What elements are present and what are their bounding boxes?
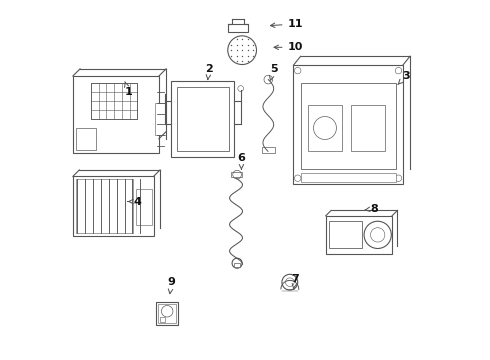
Text: 1: 1 [124,82,132,97]
Text: 4: 4 [128,197,141,207]
Bar [300,173,395,182]
Text: 8: 8 [365,204,378,214]
Bar [234,263,240,267]
Bar [177,87,229,151]
Text: 6: 6 [238,153,245,169]
Bar [136,189,152,225]
Bar [329,221,362,248]
Bar [158,304,176,323]
Text: 3: 3 [398,71,410,85]
Text: 2: 2 [205,64,213,80]
Bar [156,302,178,325]
Bar [73,176,153,235]
Text: 9: 9 [168,277,175,294]
Bar [172,81,234,157]
Bar [155,103,166,135]
Text: 11: 11 [270,19,303,29]
Bar [76,179,133,233]
Bar [231,172,242,177]
Text: 10: 10 [274,42,303,52]
Text: 7: 7 [292,274,299,289]
Bar [160,317,165,322]
Bar [308,105,342,151]
Bar [262,147,275,153]
Bar [73,76,159,153]
Bar [91,83,137,119]
Bar [326,216,392,253]
Text: 5: 5 [270,64,277,80]
Bar [351,105,385,151]
Bar [228,24,248,32]
Bar [294,65,403,184]
Bar [76,128,96,149]
Bar [300,83,395,169]
